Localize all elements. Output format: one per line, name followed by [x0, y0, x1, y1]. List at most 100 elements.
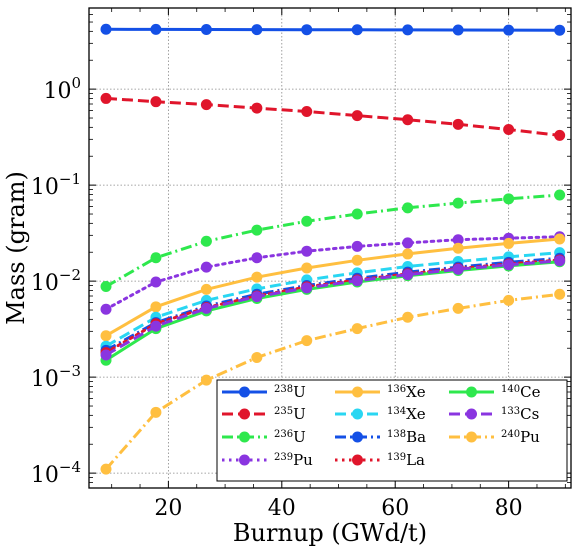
series-240-pu	[100, 288, 566, 475]
legend-marker	[239, 386, 250, 398]
legend-label: 139La	[387, 451, 425, 469]
legend-entry-139-la: 139La	[335, 451, 425, 469]
data-point	[251, 24, 263, 36]
data-point	[503, 237, 515, 249]
data-point	[503, 259, 515, 271]
legend-label: 133Cs	[501, 405, 539, 423]
data-point	[554, 24, 566, 36]
legend-entry-240-pu: 240Pu	[449, 428, 540, 446]
legend-marker	[239, 454, 250, 466]
data-point	[402, 24, 414, 36]
data-point	[150, 320, 162, 332]
series-line	[105, 251, 560, 348]
series-line	[105, 237, 560, 337]
y-axis-label: Mass (gram)	[2, 171, 30, 325]
data-point	[251, 352, 263, 364]
legend-label: 240Pu	[501, 428, 540, 446]
data-point	[554, 129, 566, 141]
legend-entry-238-u: 238U	[222, 383, 306, 401]
series-line	[104, 292, 560, 471]
legend-marker	[352, 454, 363, 466]
data-point	[200, 374, 212, 386]
series-136-xe	[100, 233, 566, 342]
legend-label: 138Ba	[387, 428, 426, 446]
data-point	[301, 245, 313, 257]
data-point	[503, 24, 515, 36]
data-point	[452, 118, 464, 130]
data-point	[150, 252, 162, 264]
legend-label: 238U	[274, 383, 306, 401]
data-point	[452, 242, 464, 254]
data-point	[200, 99, 212, 111]
y-tick-label: 10−4	[31, 458, 81, 488]
legend-label: 136Xe	[387, 383, 426, 401]
legend-entry-235-u: 235U	[222, 405, 306, 423]
data-point	[100, 349, 112, 361]
data-point	[301, 335, 313, 347]
legend-entry-134-xe: 134Xe	[335, 405, 426, 423]
data-point	[351, 323, 363, 335]
data-point	[100, 92, 112, 104]
series-line	[105, 27, 560, 32]
data-point	[200, 302, 212, 314]
data-point	[351, 208, 363, 220]
legend-label: 239Pu	[274, 451, 313, 469]
series-line	[104, 235, 562, 311]
legend-marker	[352, 386, 363, 398]
legend-marker	[352, 408, 363, 420]
data-point	[554, 255, 566, 267]
data-point	[351, 275, 363, 287]
data-point	[452, 197, 464, 209]
data-point	[402, 237, 414, 249]
legend-entry-133-cs: 133Cs	[449, 405, 539, 423]
legend-entry-136-xe: 136Xe	[335, 383, 426, 401]
data-point	[402, 248, 414, 260]
axes-frame	[88, 7, 572, 489]
data-point	[150, 23, 162, 35]
series-238-u	[100, 23, 566, 36]
data-point	[150, 406, 162, 418]
data-point	[200, 23, 212, 35]
series-133-cs	[100, 255, 566, 361]
legend: 238U 235U 236U 239Pu 136Xe 134Xe 138Ba 139La 140…	[216, 379, 568, 482]
series-line	[104, 258, 562, 355]
data-point	[452, 24, 464, 36]
legend-box	[216, 379, 568, 482]
legend-marker	[239, 408, 250, 420]
series-line	[105, 96, 560, 137]
series-236-u	[100, 189, 566, 292]
tick-labels: 20 40 60 80 100 10−1 10−2 10−3 10−4	[31, 74, 523, 521]
series-235-u	[100, 92, 566, 141]
y-tick-label: 10−2	[31, 266, 81, 296]
data-point	[402, 311, 414, 323]
data-point	[200, 283, 212, 295]
data-point	[150, 301, 162, 313]
data-point	[351, 24, 363, 36]
legend-entry-236-u: 236U	[222, 428, 306, 446]
data-point	[554, 189, 566, 201]
data-point	[452, 302, 464, 314]
legend-marker	[352, 431, 363, 443]
data-point	[402, 269, 414, 281]
data-point	[503, 294, 515, 306]
y-tick-label: 10−3	[31, 362, 81, 392]
data-point	[452, 234, 464, 246]
series-line	[105, 256, 560, 352]
data-point	[251, 291, 263, 303]
legend-marker	[466, 408, 477, 420]
x-tick-label: 60	[381, 496, 409, 521]
data-point	[554, 233, 566, 245]
y-tick-label: 10−1	[31, 170, 81, 200]
data-point	[452, 263, 464, 275]
data-point	[251, 271, 263, 283]
data-point	[251, 224, 263, 236]
x-tick-label: 80	[495, 496, 523, 521]
legend-entry-138-ba: 138Ba	[335, 428, 426, 446]
data-point	[301, 282, 313, 294]
legend-entry-239-pu: 239Pu	[222, 451, 313, 469]
x-axis-label: Burnup (GWd/t)	[233, 519, 427, 547]
legend-marker	[466, 431, 477, 443]
legend-label: 235U	[274, 405, 306, 423]
series-line	[105, 193, 560, 288]
